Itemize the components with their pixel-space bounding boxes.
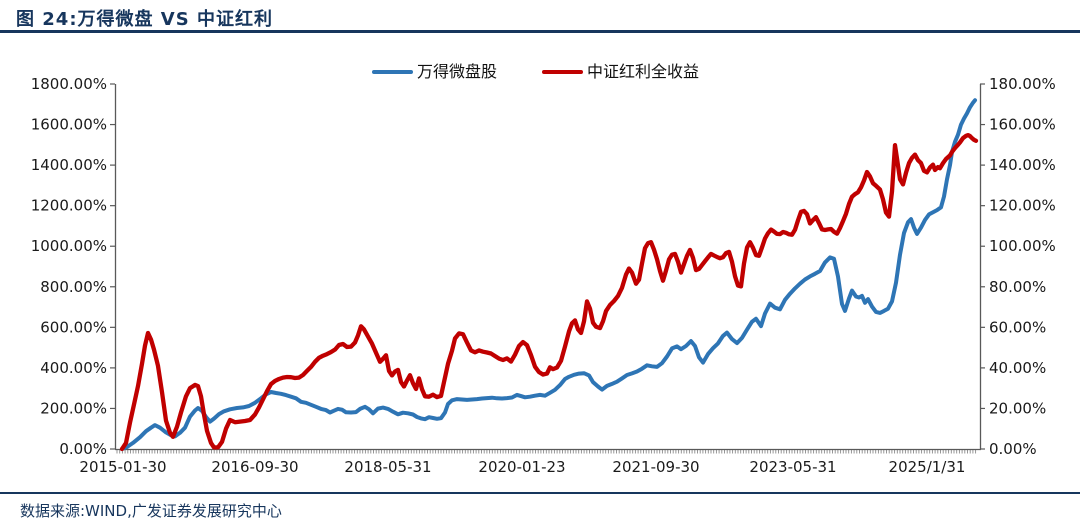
left-axis-tick-label: 0.00% [59, 440, 107, 458]
left-axis-tick-label: 200.00% [40, 399, 107, 417]
x-axis-tick-label: 2023-05-31 [749, 458, 836, 476]
legend-swatch-microcap [372, 69, 413, 75]
dividend-series-line [119, 132, 979, 452]
chart-legend: 万得微盘股 中证红利全收益 [372, 62, 699, 82]
right-axis-tick-label: 180.00% [989, 75, 1056, 93]
legend-item-microcap: 万得微盘股 [372, 62, 497, 82]
right-axis-tick-label: 120.00% [989, 197, 1056, 215]
right-axis-tick-label: 80.00% [989, 278, 1046, 296]
left-axis-tick-label: 1600.00% [31, 116, 107, 134]
x-axis-tick-label: 2021-09-30 [612, 458, 699, 476]
data-source: 数据来源:WIND,广发证券发展研究中心 [20, 502, 282, 520]
legend-item-dividend: 中证红利全收益 [542, 62, 699, 82]
x-axis-tick-label: 2015-01-30 [79, 458, 166, 476]
right-axis-tick-label: 100.00% [989, 237, 1056, 255]
x-axis-tick-label: 2018-05-31 [344, 458, 431, 476]
legend-label-microcap: 万得微盘股 [417, 62, 498, 81]
right-axis-tick-label: 0.00% [989, 440, 1037, 458]
left-axis-tick-label: 1200.00% [31, 197, 107, 215]
left-axis-tick-label: 1000.00% [31, 237, 107, 255]
x-axis-tick-label: 2016-09-30 [211, 458, 298, 476]
right-axis-tick-label: 60.00% [989, 318, 1046, 336]
legend-swatch-dividend [542, 69, 584, 75]
right-axis-tick-label: 160.00% [989, 116, 1056, 134]
footer-rule [0, 492, 1080, 494]
left-axis-tick-label: 600.00% [40, 318, 107, 336]
microcap-series-line [120, 98, 977, 451]
x-axis-minor-ticks [116, 449, 977, 454]
left-axis-tick-label: 800.00% [40, 278, 107, 296]
left-axis-tick-label: 1400.00% [31, 156, 107, 174]
left-axis-tick-label: 400.00% [40, 359, 107, 377]
legend-label-dividend: 中证红利全收益 [587, 62, 700, 81]
title-rule [0, 30, 1080, 33]
right-axis-tick-label: 40.00% [989, 359, 1046, 377]
right-axis-tick-label: 20.00% [989, 399, 1046, 417]
figure-title: 图 24:万得微盘 VS 中证红利 [16, 9, 273, 30]
left-axis-tick-label: 1800.00% [31, 75, 107, 93]
right-axis-tick-label: 140.00% [989, 156, 1056, 174]
x-axis-tick-label: 2020-01-23 [478, 458, 565, 476]
x-axis-tick-label: 2025/1/31 [889, 458, 966, 476]
